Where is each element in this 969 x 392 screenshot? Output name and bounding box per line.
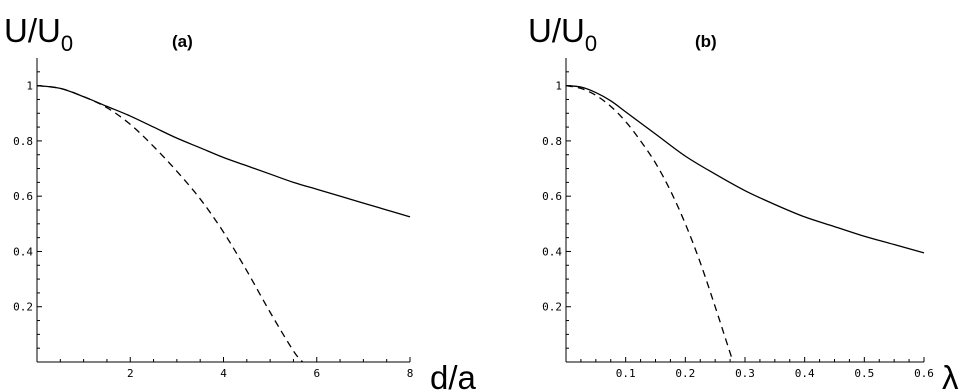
dashed-curve-a <box>36 84 304 363</box>
y-axis-title-subscript-a: 0 <box>61 31 73 56</box>
solid-curve-b <box>565 84 925 254</box>
dashed-curve-b <box>565 84 734 363</box>
y-tick-label-b-1: 0.4 <box>542 245 562 258</box>
x-tick-label-b-3: 0.4 <box>795 367 815 380</box>
panel-label-b: (b) <box>695 32 717 51</box>
chart-panel-b: U/U0 (b) λ 0.20.40.60.810.1 0.2 0.3 0.4 0.5 0… <box>528 12 959 392</box>
y-tick-label-a-1: 0.4 <box>13 245 33 258</box>
solid-curve-a <box>36 84 411 218</box>
y-tick-label-a-2: 0.6 <box>13 190 33 203</box>
x-axis-title-b: λ <box>942 359 959 392</box>
y-tick-label-b-0: 0.2 <box>542 301 562 314</box>
x-tick-label-b-2: 0.3 <box>735 367 755 380</box>
x-tick-label-a-1: 4 <box>220 367 227 380</box>
y-tick-label-b-2: 0.6 <box>542 190 562 203</box>
y-tick-label-b-4: 1 <box>555 80 562 93</box>
x-tick-label-b-4: 0.5 <box>854 367 874 380</box>
panel-label-a: (a) <box>172 32 193 51</box>
chart-panel-a: U/U0 (a) d/a 0.2 0.4 0.6 0.8 1 2 4 6 8 <box>4 12 477 392</box>
x-tick-label-a-0: 2 <box>127 367 134 380</box>
series-b <box>565 84 925 363</box>
x-tick-label-b-1: 0.2 <box>675 367 695 380</box>
y-tick-label-a-3: 0.8 <box>13 135 33 148</box>
y-axis-title-b: U/U0 <box>528 12 597 56</box>
x-tick-label-a-2: 6 <box>313 367 320 380</box>
y-tick-label-b-3: 0.8 <box>542 135 562 148</box>
x-tick-label-a-3: 8 <box>407 367 414 380</box>
ticks-a: 0.2 0.4 0.6 0.8 1 2 4 6 8 <box>13 71 414 380</box>
y-tick-label-a-0: 0.2 <box>13 301 33 314</box>
ticks-b: 0.2 0.4 0.6 0.8 1 0.1 0.2 0.3 0.4 0.5 0.6 <box>542 71 934 380</box>
x-axis-title-a: d/a <box>430 359 477 392</box>
y-axis-title-subscript-b: 0 <box>585 31 597 56</box>
x-tick-label-b-5: 0.6 <box>914 367 934 380</box>
y-tick-label-a-4: 1 <box>26 80 33 93</box>
x-tick-label-b-0: 0.1 <box>616 367 636 380</box>
series-a <box>36 84 411 363</box>
y-axis-title-a: U/U0 <box>4 12 73 56</box>
